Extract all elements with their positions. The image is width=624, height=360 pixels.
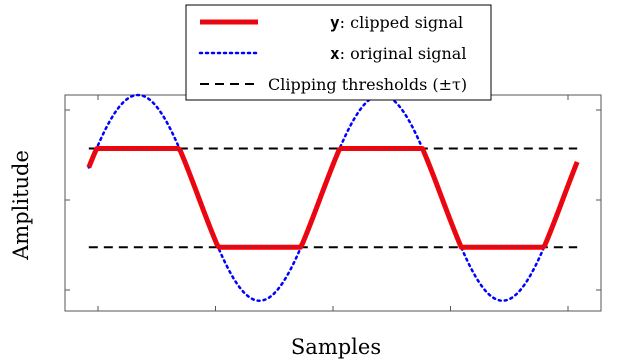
ticks [65,95,601,311]
legend-math-x: x [330,44,340,63]
legend-label-clipped: y: clipped signal [330,13,463,32]
y-axis-label: Amplitude [9,150,33,261]
legend: y: clipped signal x: original signal Cli… [185,4,492,101]
legend-math-y: y [330,13,340,32]
legend-text-clipped: : clipped signal [340,13,463,32]
original-signal-line [87,93,579,302]
x-axis-label: Samples [291,335,381,359]
plot-frame [64,94,602,312]
series-layer [86,93,580,302]
clipped-signal-line [86,145,580,250]
legend-label-original: x: original signal [330,44,466,63]
legend-label-threshold: Clipping thresholds (±τ) [268,75,467,94]
legend-text-original: : original signal [340,44,467,63]
